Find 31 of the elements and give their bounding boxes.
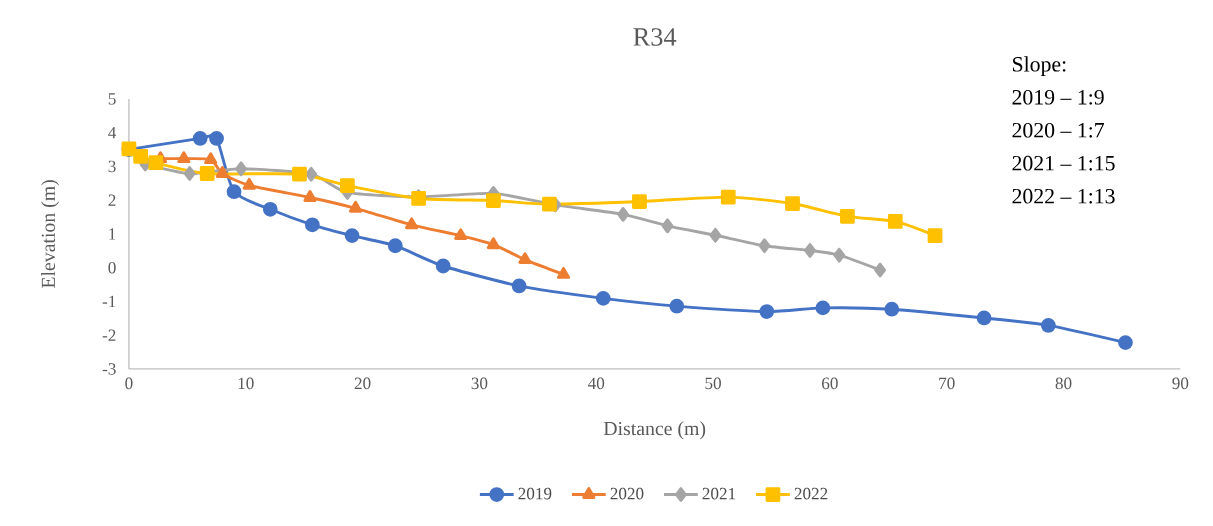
x-tick-label: 30 [471,377,488,390]
x-axis-title: Distance (m) [603,421,706,440]
x-tick-label: 40 [587,377,605,390]
annotation: 2022 – 1:13 [1012,188,1115,204]
y-tick-label: 5 [108,93,116,105]
annotation: 2021 – 1:15 [1012,155,1115,171]
y-tick-label: 4 [108,126,117,139]
chart-title: R34 [633,28,677,46]
legend-label: 2021 [702,487,736,500]
x-tick-label: 0 [125,377,133,390]
annotation: 2020 – 1:7 [1012,122,1105,138]
x-tick-label: 20 [354,377,371,390]
text: Slope: [1012,56,1066,76]
legend-label: 2020 [610,487,644,500]
y-tick-label: -1 [102,295,116,307]
y-tick-label: 1 [109,228,116,240]
x-tick-label: 50 [705,377,721,390]
y-axis-title: Elevation (m) [41,180,60,288]
x-tick-label: 10 [238,377,254,390]
y-tick-label: -3 [102,363,116,375]
x-tick-label: 90 [1172,377,1189,390]
x-tick-label: 70 [939,377,955,390]
y-tick-label: 0 [108,261,116,274]
y-tick-label: 3 [108,160,116,173]
y-tick-label: -2 [102,329,116,341]
annotation: 2019 – 1:9 [1012,89,1104,105]
y-tick-label: 2 [108,194,116,206]
x-tick-label: 60 [822,377,838,390]
legend-label: 2019 [518,487,552,500]
x-tick-label: 80 [1055,377,1072,390]
legend-label: 2022 [794,487,828,500]
